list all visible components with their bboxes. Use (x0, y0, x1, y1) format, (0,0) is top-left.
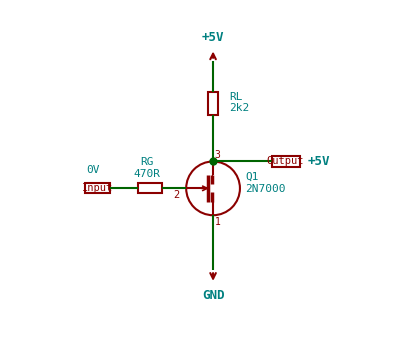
Text: +5V: +5V (202, 31, 224, 44)
Bar (272, 156, 300, 166)
Text: Input: Input (82, 183, 113, 193)
Bar (208, 92, 218, 115)
Bar (86, 183, 110, 193)
Text: 0V: 0V (87, 164, 100, 174)
Text: +5V: +5V (308, 155, 330, 168)
Text: 1: 1 (214, 216, 220, 227)
Text: Output: Output (267, 156, 304, 166)
Text: 3: 3 (214, 150, 220, 160)
Text: GND: GND (202, 289, 224, 302)
Bar (138, 183, 162, 193)
Text: Q1
2N7000: Q1 2N7000 (245, 172, 286, 194)
Text: RG
470R: RG 470R (134, 157, 161, 179)
Text: 2: 2 (174, 190, 180, 200)
Text: RL
2k2: RL 2k2 (229, 91, 250, 113)
